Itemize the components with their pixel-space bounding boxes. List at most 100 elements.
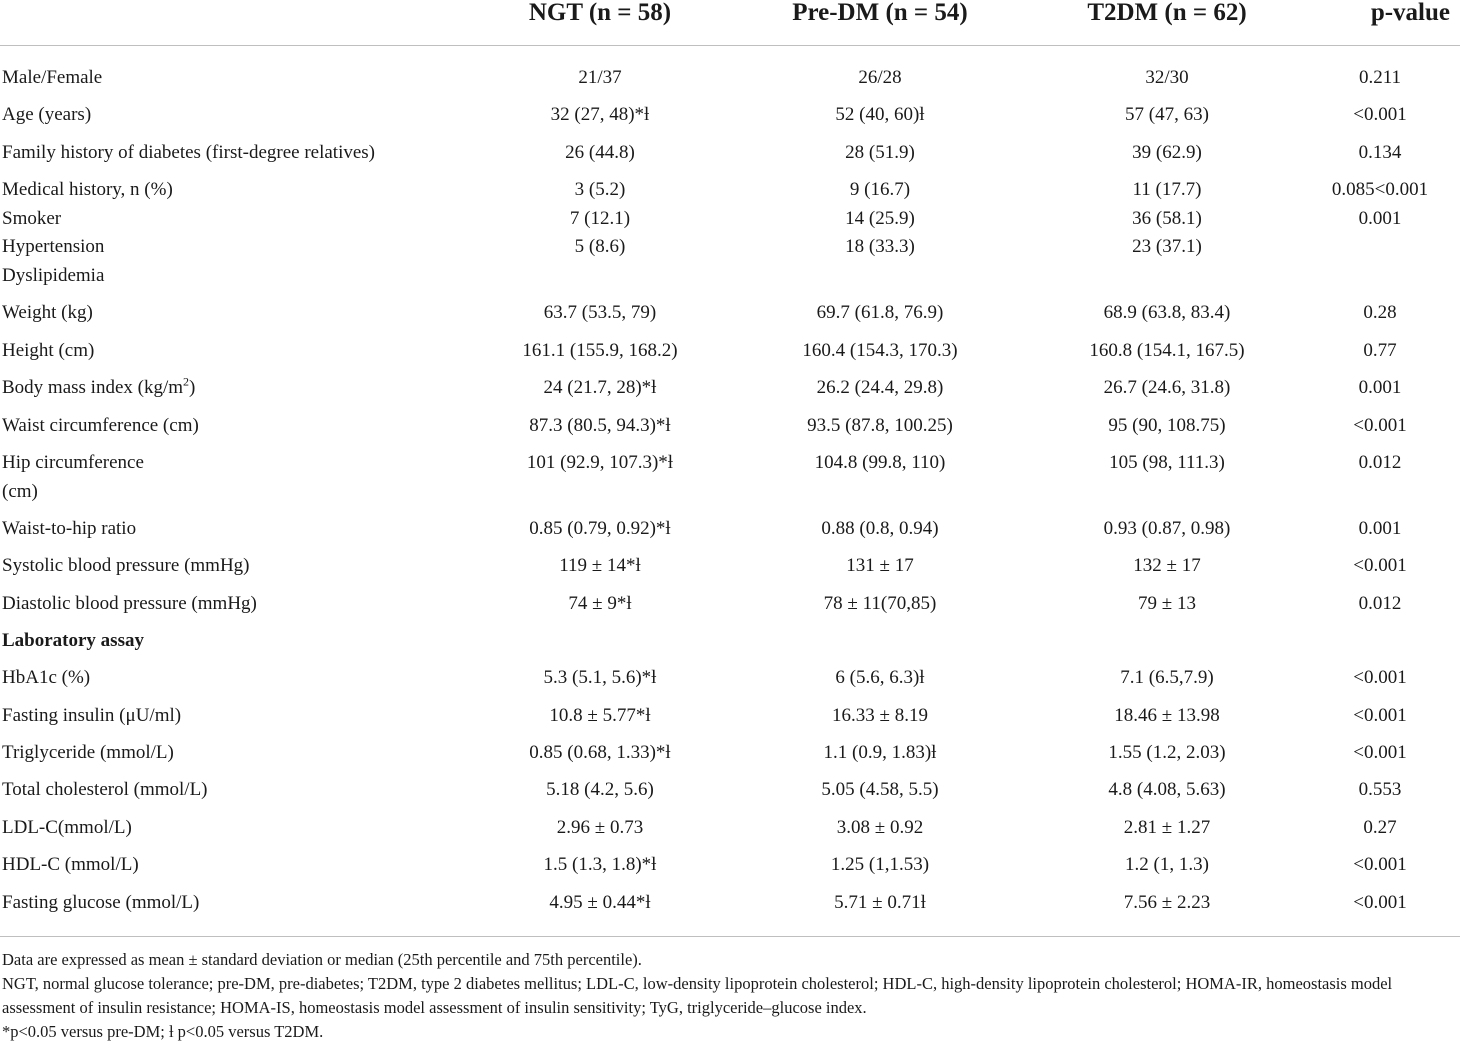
- row-label: Hip circumference: [2, 452, 144, 473]
- cell-ngt: 119 ± 14*ƚ: [559, 555, 641, 576]
- cell-p-value: 0.28: [1363, 302, 1397, 323]
- cell-p-value: <0.001: [1353, 742, 1407, 763]
- row-label: Fasting glucose (mmol/L): [2, 892, 200, 913]
- row-label: Smoker: [2, 208, 62, 229]
- cell-p-value: 0.012: [1358, 452, 1402, 473]
- cell-pre-dm: 78 ± 11(70,85): [823, 593, 937, 614]
- cell-t2dm: 95 (90, 108.75): [1108, 415, 1226, 436]
- footnote-data-expression: Data are expressed as mean ± standard de…: [2, 950, 642, 969]
- cell-t2dm: 11 (17.7): [1132, 179, 1202, 200]
- cell-ngt: 5.3 (5.1, 5.6)*ƚ: [543, 667, 657, 688]
- cell-p-value: 0.27: [1363, 817, 1397, 838]
- cell-ngt: 74 ± 9*ƚ: [568, 593, 632, 614]
- footnote-abbreviations: NGT, normal glucose tolerance; pre-DM, p…: [2, 974, 1393, 1017]
- cell-p-value: <0.001: [1353, 555, 1407, 576]
- row-label: Age (years): [2, 104, 92, 125]
- column-header-t2dm: T2DM (n = 62): [1087, 0, 1247, 26]
- cell-ngt: 1.5 (1.3, 1.8)*ƚ: [543, 854, 657, 875]
- cell-pre-dm: 1.25 (1,1.53): [830, 854, 930, 875]
- row-label: (cm): [2, 481, 38, 502]
- cell-t2dm: 1.55 (1.2, 2.03): [1108, 742, 1226, 763]
- cell-t2dm: 57 (47, 63): [1125, 104, 1209, 125]
- cell-t2dm: 7.56 ± 2.23: [1123, 892, 1211, 913]
- cell-pre-dm: 6 (5.6, 6.3)ƚ: [835, 667, 925, 688]
- row-label: Waist circumference (cm): [2, 415, 199, 436]
- cell-ngt: 3 (5.2): [574, 179, 626, 200]
- cell-ngt: 0.85 (0.68, 1.33)*ƚ: [529, 742, 671, 763]
- cell-ngt: 7 (12.1): [569, 208, 631, 229]
- cell-pre-dm: 28 (51.9): [845, 142, 915, 163]
- row-label: HDL-C (mmol/L): [2, 854, 139, 875]
- row-label: Body mass index (kg/m2): [2, 374, 196, 398]
- cell-p-value: <0.001: [1353, 415, 1407, 436]
- cell-ngt: 101 (92.9, 107.3)*ƚ: [526, 452, 674, 473]
- cell-pre-dm: 5.05 (4.58, 5.5): [821, 779, 939, 800]
- cell-ngt: 4.95 ± 0.44*ƚ: [549, 892, 651, 913]
- cell-p-value: <0.001: [1353, 854, 1407, 875]
- cell-ngt: 161.1 (155.9, 168.2): [522, 340, 678, 361]
- cell-t2dm: 1.2 (1, 1.3): [1125, 854, 1209, 875]
- cell-ngt: 63.7 (53.5, 79): [543, 302, 657, 323]
- cell-ngt: 5.18 (4.2, 5.6): [546, 779, 654, 800]
- cell-t2dm: 18.46 ± 13.98: [1114, 705, 1220, 726]
- cell-p-value: 0.001: [1358, 377, 1402, 398]
- cell-p-value: <0.001: [1353, 892, 1407, 913]
- row-label: LDL-C(mmol/L): [2, 817, 132, 838]
- cell-ngt: 24 (21.7, 28)*ƚ: [543, 377, 657, 398]
- cell-p-value: 0.085<0.001: [1331, 179, 1429, 200]
- cell-pre-dm: 5.71 ± 0.71ƚ: [834, 892, 926, 913]
- cell-t2dm: 23 (37.1): [1132, 236, 1202, 257]
- cell-p-value: 0.001: [1358, 208, 1402, 229]
- table-footnotes: Data are expressed as mean ± standard de…: [2, 948, 1458, 1044]
- section-heading: Laboratory assay: [2, 630, 144, 651]
- cell-ngt: 26 (44.8): [565, 142, 635, 163]
- cell-p-value: 0.134: [1358, 142, 1402, 163]
- cell-pre-dm: 9 (16.7): [849, 179, 911, 200]
- cell-t2dm: 79 ± 13: [1138, 593, 1196, 614]
- row-label: Height (cm): [2, 340, 95, 361]
- cell-pre-dm: 104.8 (99.8, 110): [814, 452, 946, 473]
- cell-pre-dm: 1.1 (0.9, 1.83)ƚ: [823, 742, 937, 763]
- column-header-pre-dm: Pre-DM (n = 54): [792, 0, 968, 26]
- table-bottom-rule: [0, 936, 1460, 937]
- cell-ngt: 32 (27, 48)*ƚ: [550, 104, 650, 125]
- row-label: HbA1c (%): [2, 667, 91, 688]
- cell-pre-dm: 16.33 ± 8.19: [832, 705, 928, 726]
- cell-pre-dm: 69.7 (61.8, 76.9): [816, 302, 944, 323]
- cell-p-value: 0.77: [1363, 340, 1397, 361]
- cell-p-value: <0.001: [1353, 104, 1407, 125]
- cell-ngt: 5 (8.6): [574, 236, 626, 257]
- cell-pre-dm: 160.4 (154.3, 170.3): [802, 340, 958, 361]
- row-label: Medical history, n (%): [2, 179, 173, 200]
- table-top-rule: [0, 45, 1460, 46]
- row-label: Total cholesterol (mmol/L): [2, 779, 208, 800]
- cell-t2dm: 0.93 (0.87, 0.98): [1103, 518, 1231, 539]
- cell-pre-dm: 3.08 ± 0.92: [836, 817, 924, 838]
- row-label: Family history of diabetes (first-degree…: [2, 142, 376, 163]
- row-label: Dyslipidemia: [2, 265, 105, 286]
- column-header-ngt: NGT (n = 58): [528, 0, 672, 26]
- cell-t2dm: 7.1 (6.5,7.9): [1120, 667, 1214, 688]
- cell-t2dm: 26.7 (24.6, 31.8): [1103, 377, 1231, 398]
- cell-t2dm: 132 ± 17: [1133, 555, 1201, 576]
- cell-ngt: 87.3 (80.5, 94.3)*ƚ: [529, 415, 671, 436]
- row-label: Fasting insulin (μU/ml): [2, 705, 182, 726]
- row-label: Male/Female: [2, 67, 103, 88]
- table-header: NGT (n = 58) Pre-DM (n = 54) T2DM (n = 6…: [0, 0, 1460, 44]
- cell-p-value: <0.001: [1353, 667, 1407, 688]
- cell-pre-dm: 93.5 (87.8, 100.25): [807, 415, 953, 436]
- cell-t2dm: 32/30: [1145, 67, 1189, 88]
- cell-t2dm: 105 (98, 111.3): [1109, 452, 1225, 473]
- cell-ngt: 21/37: [578, 67, 622, 88]
- cell-pre-dm: 26.2 (24.4, 29.8): [816, 377, 944, 398]
- cell-t2dm: 39 (62.9): [1132, 142, 1202, 163]
- row-label: Diastolic blood pressure (mmHg): [2, 593, 257, 614]
- cell-ngt: 0.85 (0.79, 0.92)*ƚ: [529, 518, 671, 539]
- row-label: Triglyceride (mmol/L): [2, 742, 174, 763]
- row-label: Systolic blood pressure (mmHg): [2, 555, 250, 576]
- cell-pre-dm: 0.88 (0.8, 0.94): [821, 518, 939, 539]
- cell-t2dm: 2.81 ± 1.27: [1123, 817, 1211, 838]
- cell-t2dm: 36 (58.1): [1132, 208, 1202, 229]
- cell-pre-dm: 26/28: [858, 67, 902, 88]
- cell-p-value: 0.001: [1358, 518, 1402, 539]
